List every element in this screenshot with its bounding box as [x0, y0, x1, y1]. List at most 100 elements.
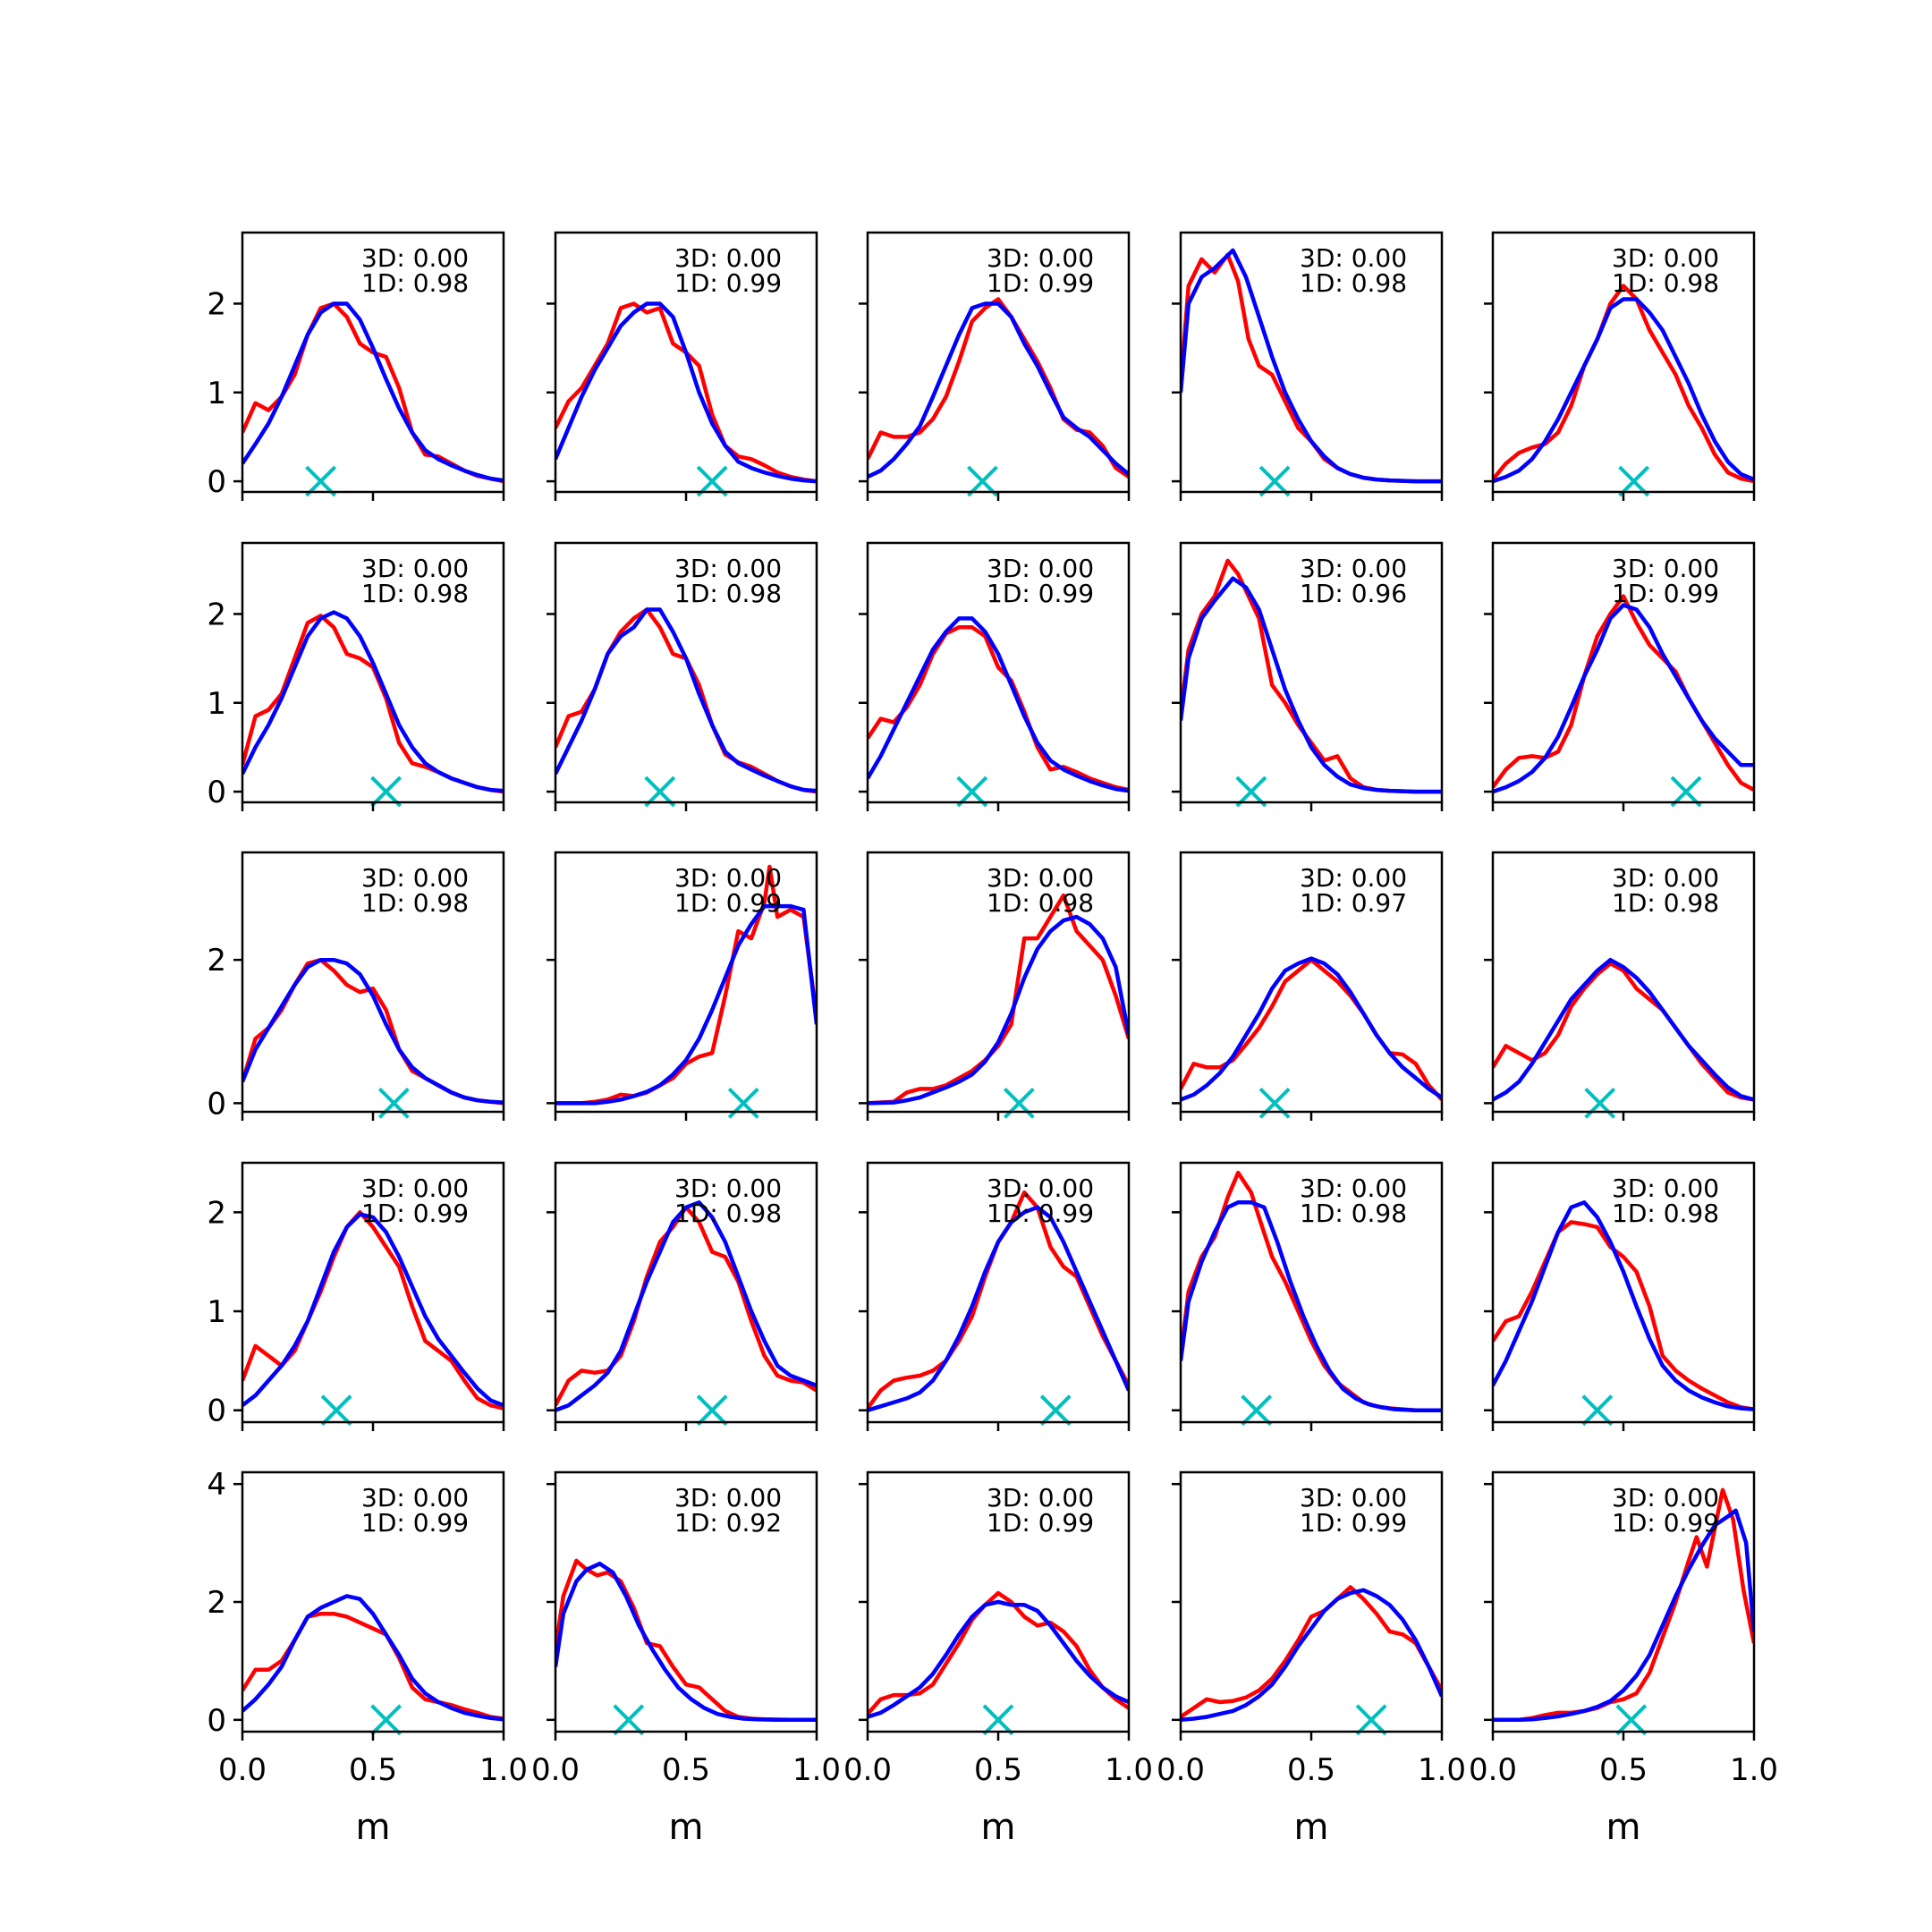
marker-x: [1258, 465, 1291, 497]
series-red-line: [1181, 1585, 1442, 1719]
annotation-1d: 1D: 0.99: [987, 1508, 1094, 1538]
series-blue-line: [1181, 1588, 1442, 1723]
marker-x: [982, 1704, 1014, 1736]
annotation-3d: 3D: 0.00: [674, 243, 782, 273]
annotation-1d: 1D: 0.97: [1300, 888, 1407, 918]
series-blue-line: [1493, 297, 1754, 484]
marker-x: [1241, 1394, 1273, 1427]
marker-x: [1670, 775, 1702, 808]
y-tick-label: 1: [207, 686, 226, 722]
series-red-line: [868, 893, 1129, 1106]
annotation-1d: 1D: 0.98: [361, 888, 469, 918]
annotation-1d: 1D: 0.99: [1612, 1508, 1719, 1538]
annotation-3d: 3D: 0.00: [1612, 1483, 1719, 1513]
annotation-3d: 3D: 0.00: [361, 554, 469, 583]
x-tick-label: 0.0: [1469, 1752, 1517, 1788]
series-red-line: [1493, 594, 1754, 792]
marker-x: [377, 1087, 410, 1119]
annotation-3d: 3D: 0.00: [1300, 554, 1407, 583]
series-blue-line: [242, 1594, 504, 1722]
x-axis-label: m: [669, 1807, 704, 1848]
series-blue-line: [868, 1205, 1129, 1412]
y-tick-label: 2: [207, 286, 226, 322]
series-blue-line: [868, 616, 1129, 793]
annotation-1d: 1D: 0.98: [674, 1199, 782, 1228]
series-red-line: [555, 1205, 817, 1407]
y-tick-label: 1: [207, 376, 226, 411]
series-blue-line: [868, 914, 1129, 1106]
x-tick-label: 0.0: [843, 1752, 892, 1788]
annotation-3d: 3D: 0.00: [361, 243, 469, 273]
x-tick-label: 0.0: [531, 1752, 580, 1788]
marker-x: [1581, 1394, 1614, 1427]
annotation-3d: 3D: 0.00: [361, 1483, 469, 1513]
series-blue-line: [242, 1212, 504, 1408]
annotation-1d: 1D: 0.99: [1612, 579, 1719, 608]
y-tick-label: 0: [207, 775, 226, 810]
annotation-3d: 3D: 0.00: [361, 863, 469, 893]
series-red-line: [1493, 1220, 1754, 1411]
annotation-1d: 1D: 0.92: [674, 1508, 782, 1538]
annotation-3d: 3D: 0.00: [674, 554, 782, 583]
series-blue-line: [1181, 248, 1442, 484]
y-tick-label: 4: [207, 1467, 226, 1503]
x-tick-label: 0.0: [218, 1752, 267, 1788]
series-red-line: [242, 957, 504, 1106]
marker-x: [1615, 1704, 1648, 1736]
series-blue-line: [555, 607, 817, 793]
series-red-line: [242, 1210, 504, 1411]
x-axis-label: m: [981, 1807, 1016, 1848]
x-axis-label: m: [1606, 1807, 1641, 1848]
x-tick-label: 1.0: [1730, 1752, 1778, 1788]
series-red-line: [555, 864, 817, 1106]
series-blue-line: [1181, 956, 1442, 1102]
annotation-1d: 1D: 0.99: [361, 1508, 469, 1538]
marker-x: [320, 1394, 352, 1427]
x-tick-label: 0.5: [1287, 1752, 1335, 1788]
annotation-1d: 1D: 0.98: [674, 579, 782, 608]
annotation-3d: 3D: 0.00: [987, 554, 1094, 583]
x-axis-label: m: [1294, 1807, 1329, 1848]
annotation-1d: 1D: 0.98: [361, 579, 469, 608]
series-red-line: [1493, 1487, 1754, 1723]
marker-x: [370, 775, 402, 808]
marker-x: [305, 465, 337, 497]
marker-x: [1003, 1087, 1035, 1119]
series-blue-line: [868, 301, 1129, 479]
series-red-line: [1493, 961, 1754, 1102]
marker-x: [1618, 465, 1650, 497]
series-red-line: [555, 301, 817, 484]
series-blue-line: [242, 610, 504, 793]
series-blue-line: [868, 1599, 1129, 1719]
series-red-line: [555, 607, 817, 794]
marker-x: [1584, 1087, 1616, 1119]
annotation-1d: 1D: 0.99: [1300, 1508, 1407, 1538]
annotation-3d: 3D: 0.00: [987, 1174, 1094, 1203]
annotation-3d: 3D: 0.00: [674, 1483, 782, 1513]
x-tick-label: 0.5: [974, 1752, 1022, 1788]
series-blue-line: [555, 903, 817, 1106]
annotation-3d: 3D: 0.00: [674, 1174, 782, 1203]
series-red-line: [868, 625, 1129, 792]
annotation-1d: 1D: 0.98: [987, 888, 1094, 918]
series-blue-line: [1493, 1200, 1754, 1411]
marker-x: [644, 775, 676, 808]
annotation-3d: 3D: 0.00: [1300, 1483, 1407, 1513]
annotation-3d: 3D: 0.00: [987, 863, 1094, 893]
marker-x: [370, 1704, 402, 1736]
series-blue-line: [1181, 576, 1442, 794]
series-red-line: [1493, 284, 1754, 484]
